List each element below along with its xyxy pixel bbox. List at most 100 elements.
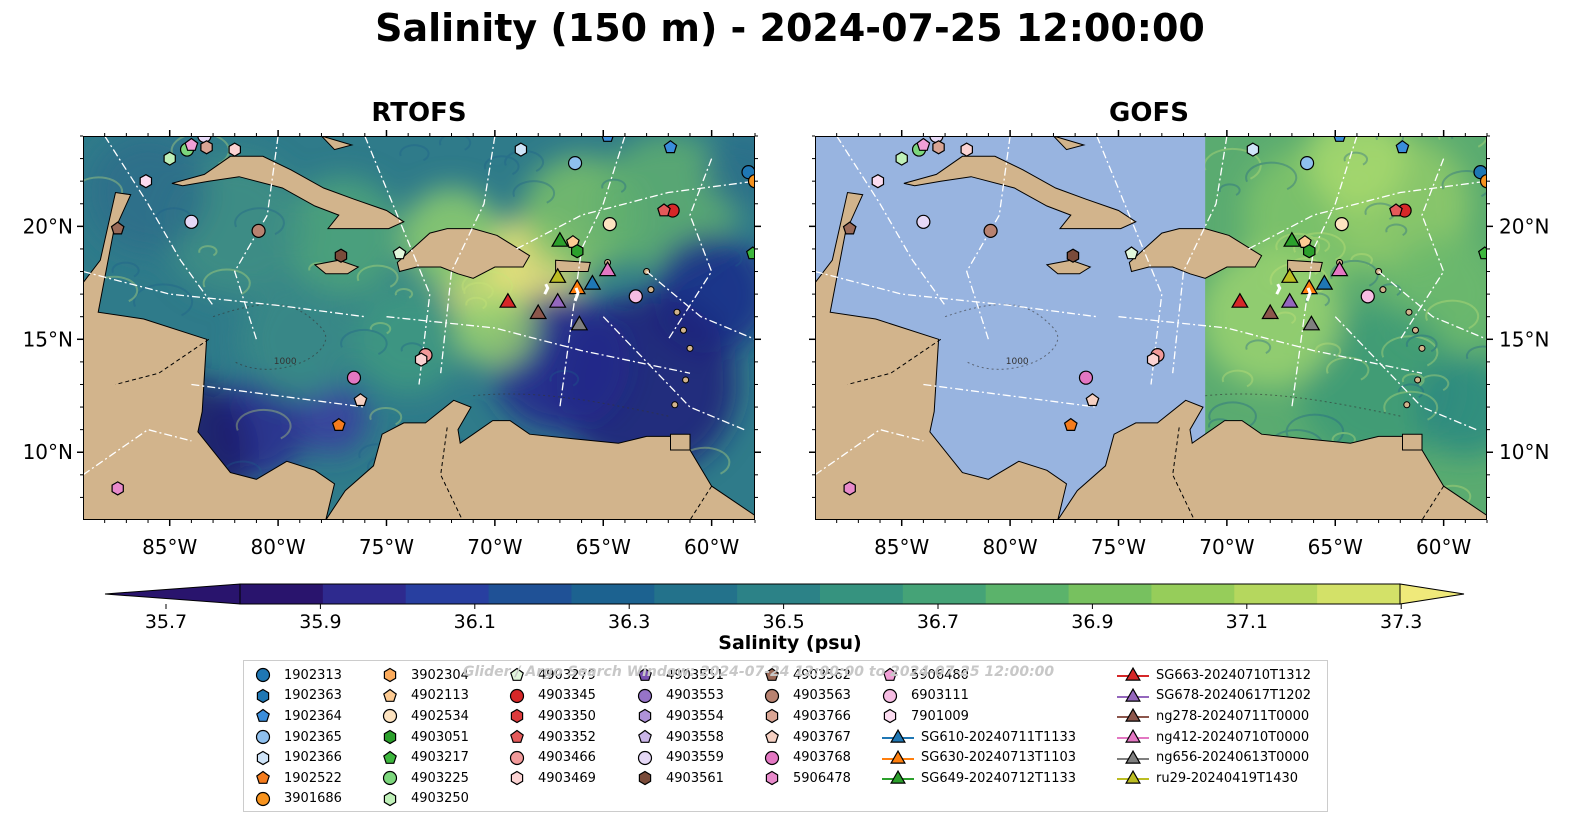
circle-marker-icon bbox=[764, 688, 780, 703]
argo-float-4902534 bbox=[602, 216, 617, 232]
y-tick-label: 10°N bbox=[23, 440, 73, 464]
legend-label: ng412-20240710T0000 bbox=[1156, 729, 1310, 745]
legend-label: SG678-20240617T1202 bbox=[1156, 688, 1312, 704]
pentagon-marker-icon bbox=[765, 668, 779, 682]
argo-float-4902534 bbox=[1334, 216, 1349, 232]
legend-item: SG663-20240710T1312 bbox=[1116, 665, 1311, 686]
legend-label: 1902365 bbox=[284, 729, 342, 745]
legend-label: 1902363 bbox=[284, 688, 342, 704]
legend-label: 4903279 bbox=[538, 667, 596, 683]
legend-label: SG610-20240711T1133 bbox=[921, 729, 1077, 745]
legend-column: 3902304 4902113 4902534 4903051 4903217 49032… bbox=[381, 665, 469, 809]
gofs-map: 1000 bbox=[815, 136, 1487, 520]
colorbar-tick-label: 36.5 bbox=[762, 611, 804, 633]
argo-float-4903051 bbox=[1303, 244, 1316, 259]
legend-item: 1902363 bbox=[254, 686, 342, 707]
circle-marker-icon bbox=[637, 750, 653, 765]
gofs-title: GOFS bbox=[1109, 98, 1189, 128]
legend-label: 1902522 bbox=[284, 770, 342, 786]
argo-float-4903352 bbox=[657, 203, 671, 217]
circle-marker-icon bbox=[382, 771, 398, 786]
legend-label: 1902364 bbox=[284, 708, 342, 724]
legend-label: 3901686 bbox=[284, 791, 342, 807]
legend-item: SG630-20240713T1103 bbox=[881, 747, 1076, 768]
x-tick-label: 85°W bbox=[874, 535, 929, 559]
glider-ng278-20240711T0000 bbox=[529, 303, 548, 320]
triangle-marker-icon bbox=[1117, 708, 1149, 723]
legend-column: 4903562 4903563 4903766 4903767 4903768 59064… bbox=[763, 665, 851, 789]
argo-float-4903563 bbox=[983, 223, 998, 238]
x-tick-label: 70°W bbox=[467, 535, 522, 559]
argo-float-3901686 bbox=[1479, 174, 1487, 189]
glider-ng656-20240613T0000 bbox=[570, 315, 589, 331]
hexagon-marker-icon bbox=[638, 709, 652, 724]
triangle-marker-icon bbox=[1117, 687, 1149, 702]
legend-label: 4903768 bbox=[793, 750, 851, 766]
legend-item: ng656-20240613T0000 bbox=[1116, 747, 1311, 768]
argo-float-4903561 bbox=[334, 248, 348, 263]
legend-label: 5906480 bbox=[911, 667, 969, 683]
argo-float-1902522 bbox=[331, 417, 346, 431]
argo-float-5906478 bbox=[111, 481, 124, 496]
legend-label: 4903551 bbox=[666, 667, 724, 683]
argo-float-4903469 bbox=[414, 352, 428, 367]
colorbar-tick-label: 36.7 bbox=[917, 611, 959, 633]
legend-item: 4903279 bbox=[508, 665, 596, 686]
colorbar-tick-label: 36.3 bbox=[608, 611, 650, 633]
circle-marker-icon bbox=[637, 688, 653, 703]
pentagon-marker-icon bbox=[765, 729, 779, 743]
argo-float-4903563 bbox=[251, 223, 266, 238]
legend-item: SG649-20240712T1133 bbox=[881, 768, 1076, 789]
pentagon-marker-icon bbox=[383, 688, 397, 702]
argo-float-5906480 bbox=[916, 137, 931, 151]
legend-column: SG663-20240710T1312 SG678-20240617T1202 ng… bbox=[1116, 665, 1311, 789]
glider-ru29-20240419T1430 bbox=[548, 267, 567, 283]
colorbar-tick-label: 36.9 bbox=[1071, 611, 1113, 633]
legend-item: 4903051 bbox=[381, 727, 469, 748]
legend-label: 4903345 bbox=[538, 688, 596, 704]
argo-float-4903217 bbox=[1477, 246, 1487, 260]
argo-float-4903559 bbox=[916, 214, 931, 229]
x-tick-label: 60°W bbox=[1416, 535, 1471, 559]
legend-item: 5906480 bbox=[881, 665, 1076, 686]
legend-label: 4903217 bbox=[411, 750, 469, 766]
legend-label: 4903554 bbox=[666, 708, 724, 724]
legend-label: 4902113 bbox=[411, 688, 469, 704]
contour-label: 1000 bbox=[274, 357, 297, 367]
argo-float-3901686 bbox=[747, 174, 755, 189]
legend-item: 4902534 bbox=[381, 706, 469, 727]
pentagon-marker-icon bbox=[510, 668, 524, 682]
x-tick-label: 85°W bbox=[142, 535, 197, 559]
circle-marker-icon bbox=[255, 729, 271, 745]
circle-marker-icon bbox=[509, 688, 525, 703]
x-tick-label: 60°W bbox=[684, 535, 739, 559]
legend-label: 7901009 bbox=[911, 708, 969, 724]
argo-float-4903469 bbox=[1146, 352, 1160, 367]
search-window-watermark: Glider / Argo Search Window: 2024-07-24 … bbox=[463, 664, 1055, 680]
triangle-marker-icon bbox=[1117, 749, 1149, 764]
legend-item: 4903562 bbox=[763, 665, 851, 686]
figure-title: Salinity (150 m) - 2024-07-25 12:00:00 bbox=[375, 6, 1205, 50]
legend-label: 4903466 bbox=[538, 750, 596, 766]
hexagon-marker-icon bbox=[638, 771, 652, 786]
salinity-colorbar: 35.7 35.9 36.1 36.3 36.5 36.7 36.9 37.1 37.3 bbox=[104, 583, 1465, 633]
circle-marker-icon bbox=[509, 750, 525, 765]
glider-ng656-20240613T0000 bbox=[1302, 315, 1321, 331]
argo-float-1902364 bbox=[663, 140, 678, 154]
legend-label: 1902313 bbox=[284, 667, 342, 683]
legend-item: 4903767 bbox=[763, 727, 851, 748]
legend-item: 5906478 bbox=[763, 768, 851, 789]
colorbar-tick-label: 36.1 bbox=[454, 611, 496, 633]
argo-float-4903767 bbox=[353, 393, 368, 407]
legend-item: 4903558 bbox=[636, 727, 724, 748]
legend-label: 4903561 bbox=[666, 770, 724, 786]
argo-float-5906478 bbox=[843, 481, 856, 496]
glider-ng412-20240710T0000 bbox=[1330, 260, 1349, 277]
argo-float-4903559 bbox=[184, 214, 199, 229]
legend-item: 3901686 bbox=[254, 789, 342, 810]
argo-float-1902366 bbox=[514, 142, 528, 157]
argo-float-4903469 bbox=[960, 142, 973, 157]
pentagon-marker-icon bbox=[256, 771, 270, 785]
hexagon-marker-icon bbox=[256, 750, 270, 765]
legend-label: SG649-20240712T1133 bbox=[921, 770, 1077, 786]
